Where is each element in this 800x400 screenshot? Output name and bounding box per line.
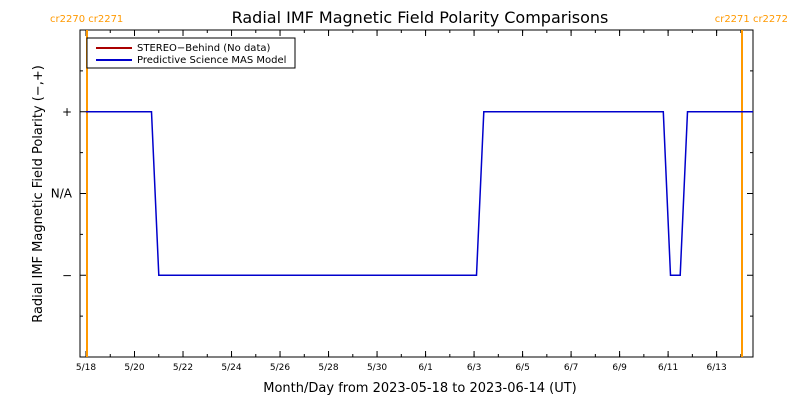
x-tick-label: 6/3 [467,363,481,373]
x-tick-label: 6/13 [707,363,727,373]
x-tick-label: 6/1 [418,363,432,373]
carrington-markers: cr2270 cr2271 cr2271 cr2272 [50,14,788,357]
legend-label-mas-model: Predictive Science MAS Model [137,55,286,66]
plot-frame [79,29,754,358]
chart-title: Radial IMF Magnetic Field Polarity Compa… [232,8,609,27]
carrington-marker-label: cr2270 cr2271 [50,14,123,25]
y-tick-label: + [62,105,72,119]
legend: STEREO−Behind (No data) Predictive Scien… [86,37,296,69]
axis-ticks: 5/18 5/20 5/22 5/24 5/26 5/28 5/30 6/1 6/3 6/5 6/7… [51,30,753,373]
x-tick-label: 6/5 [515,363,529,373]
y-tick-label: − [62,268,72,282]
x-tick-label: 6/11 [658,363,678,373]
x-tick-label: 5/26 [270,363,290,373]
y-axis-label: Radial IMF Magnetic Field Polarity (−,+) [31,65,46,323]
x-tick-label: 5/28 [318,363,338,373]
legend-label-stereo: STEREO−Behind (No data) [137,43,270,54]
series-line-mas-model [86,111,753,277]
legend-box [86,37,296,69]
x-tick-label: 6/9 [612,363,627,373]
x-tick-label: 6/7 [564,363,578,373]
x-tick-label: 5/20 [124,363,144,373]
x-tick-label: 5/18 [76,363,96,373]
x-axis-label: Month/Day from 2023-05-18 to 2023-06-14 … [263,381,576,396]
y-tick-label: N/A [51,187,73,201]
series-group [86,111,753,277]
x-tick-label: 5/24 [221,363,241,373]
x-tick-label: 5/22 [173,363,193,373]
carrington-marker-label: cr2271 cr2272 [715,14,788,25]
x-tick-label: 5/30 [367,363,387,373]
